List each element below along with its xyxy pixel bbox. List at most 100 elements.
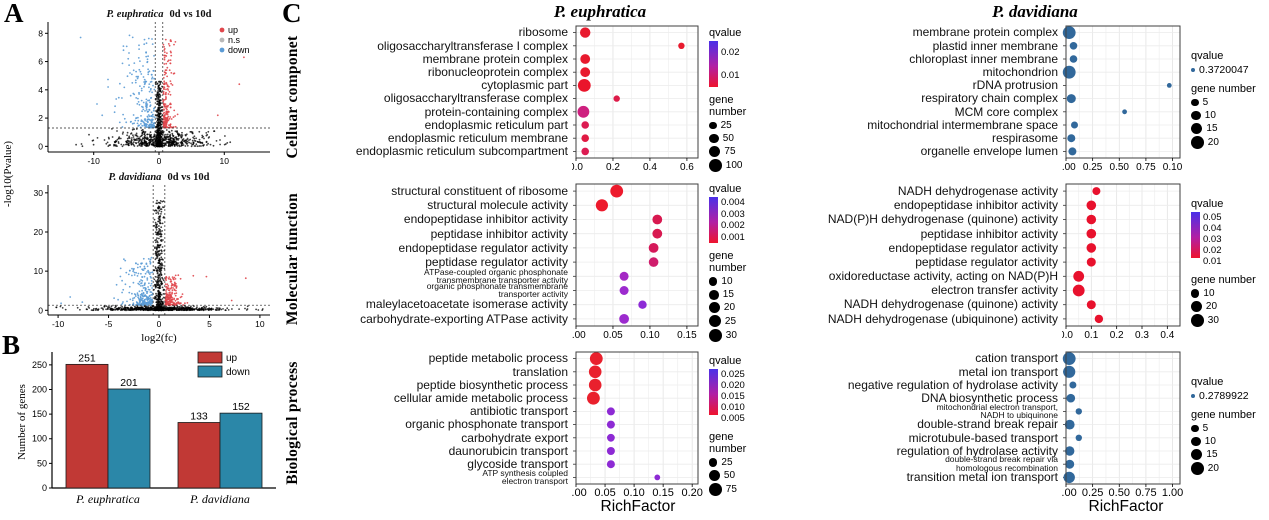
x-tick-label: 0.15 xyxy=(652,487,673,498)
go-term-label: antibiotic transport xyxy=(469,404,568,419)
size-dot xyxy=(1191,424,1199,433)
svg-text:4: 4 xyxy=(38,85,43,95)
gene-number-legend-title: gene number xyxy=(709,93,747,118)
go-term-label: double-strand break repair xyxy=(917,417,1058,432)
panel-a-label: A xyxy=(4,0,24,28)
go-term-label: endopeptidase regulator activity xyxy=(888,240,1058,255)
bar-up-0 xyxy=(65,363,109,489)
bar-chart-gene-counts: 0 50 100 150 200 250 251 201 P. euphratica 133 152… xyxy=(32,351,276,506)
go-term-label: ribonucleoprotein complex xyxy=(427,65,568,80)
bar-value-label: 152 xyxy=(232,401,250,413)
qvalue-tick-label: 0.025 xyxy=(721,369,745,381)
go-term-label: organic phosphonate transmembrane transpo… xyxy=(426,280,568,300)
go-term-label: peptidase regulator activity xyxy=(915,254,1058,269)
go-term-label: organic phosphonate transport xyxy=(405,417,568,432)
size-dot xyxy=(709,277,718,286)
qvalue-tick-label: 0.015 xyxy=(721,391,745,403)
qvalue-legend-title: qvalue xyxy=(709,26,742,39)
go-term-label: ATPase-coupled organic phosphonate transm… xyxy=(424,266,568,286)
x-tick-label: 0.4 xyxy=(1160,330,1174,340)
x-tick-label: 0.20 xyxy=(681,487,702,498)
go-term-label: mitochondrial intermembrane space xyxy=(867,117,1058,132)
dotplot-mf-euphratica: structural constituent of ribosome struct… xyxy=(300,180,764,342)
x-tick-label: 0.25 xyxy=(1082,487,1103,498)
go-term-label: membrane protein complex xyxy=(422,51,568,66)
gene-number-legend-item: 30 xyxy=(1191,314,1268,327)
up-points xyxy=(162,38,245,129)
bar-value-label: 133 xyxy=(190,410,208,422)
svg-text:20: 20 xyxy=(34,227,44,237)
go-term-column: cation transport metal ion transport negat… xyxy=(772,348,1062,498)
legend-swatch-down xyxy=(197,365,223,378)
svg-text:200: 200 xyxy=(32,384,47,394)
gene-number-legend-item: 100 xyxy=(709,159,764,173)
qvalue-gradient-bar xyxy=(1191,212,1200,259)
legend-label: up xyxy=(226,353,238,364)
svg-text:100: 100 xyxy=(32,434,47,444)
qvalue-tick-label: 0.005 xyxy=(721,413,745,425)
gene-number-legend-item: 15 xyxy=(1191,122,1268,135)
go-term-label: negative regulation of hydrolase activit… xyxy=(847,377,1058,392)
go-term-label: chloroplast inner membrane xyxy=(909,51,1058,66)
qvalue-gradient-bar xyxy=(709,197,718,244)
size-dot xyxy=(709,458,718,467)
svg-text:10: 10 xyxy=(220,156,230,166)
qvalue-legend-title: qvalue xyxy=(1191,49,1224,62)
go-term-label: cytoplasmic part xyxy=(481,78,568,93)
dot-points xyxy=(577,27,685,156)
ns-points xyxy=(55,199,264,312)
qvalue-tick-label: 0.001 xyxy=(721,231,745,243)
svg-text:250: 250 xyxy=(32,360,47,370)
go-term-column: structural constituent of ribosome struct… xyxy=(300,180,572,340)
plot-title: P. euphratica 0d vs 10d xyxy=(107,9,212,20)
dotplot-mf-davidiana: NADH dehydrogenase activity endopeptidase… xyxy=(772,180,1268,340)
svg-text:6: 6 xyxy=(38,57,43,67)
plot-legend: qvalue 0.025 0.020 0.015 0.010 0.005 gene numb… xyxy=(704,348,764,498)
x-tick-label: 0.2 xyxy=(1110,330,1124,340)
dot-plot: 0.0 0.1 0.2 0.3 0.4 xyxy=(1062,183,1181,340)
qvalue-tick-label: 0.05 xyxy=(1203,212,1222,224)
gene-number-legend-item: 10 xyxy=(709,276,764,287)
gene-number-legend-item: 25 xyxy=(709,315,764,328)
svg-text:150: 150 xyxy=(32,409,47,419)
svg-text:10: 10 xyxy=(34,266,44,276)
go-term-column: peptide metabolic process translation pept… xyxy=(300,348,572,498)
qvalue-value: 0.2789922 xyxy=(1199,389,1249,402)
go-term-label: endopeptidase regulator activity xyxy=(398,240,568,255)
gene-number-legend-title: gene number xyxy=(1191,274,1256,287)
gene-number-legend-item: 20 xyxy=(1191,301,1268,312)
size-dot xyxy=(1191,110,1201,121)
go-term-label: NADH dehydrogenase (ubiquinone) activity xyxy=(827,311,1058,326)
bar-category-label: P. euphratica xyxy=(75,492,140,506)
plot-legend: qvalue 0.02 0.01 gene number 25 50 75 100 xyxy=(704,22,764,173)
size-dot xyxy=(709,329,722,342)
gene-number-legend-item: 10 xyxy=(1191,110,1268,121)
go-term-label: endoplasmic reticulum membrane xyxy=(387,130,568,145)
plot-legend: qvalue 0.004 0.003 0.002 0.001 gene number 10 1… xyxy=(704,180,764,342)
dot-plot: 0.00 0.05 0.10 0.15 xyxy=(572,183,699,340)
gene-number-legend-item: 10 xyxy=(1191,288,1268,299)
legend-marker-down xyxy=(219,47,225,53)
qvalue-tick-label: 0.01 xyxy=(721,69,740,81)
svg-text:0: 0 xyxy=(38,141,43,151)
svg-text:50: 50 xyxy=(37,458,47,468)
dot-plot: 0.0 0.2 0.4 0.6 xyxy=(572,25,699,172)
svg-text:-10: -10 xyxy=(88,156,101,166)
x-tick-label: 0.10 xyxy=(623,487,644,498)
plot-legend: qvalue 0.05 0.04 0.03 0.02 0.01 gene number 10 2… xyxy=(1186,180,1268,340)
bar-value-label: 201 xyxy=(120,377,138,389)
gene-number-legend-title: gene number xyxy=(1191,82,1256,95)
size-dot xyxy=(1191,448,1203,461)
qvalue-legend-title: qvalue xyxy=(709,183,742,196)
go-term-label: peptidase inhibitor activity xyxy=(430,226,568,241)
size-dot xyxy=(1191,301,1202,313)
qvalue-gradient-bar xyxy=(709,369,718,416)
size-dot xyxy=(1191,314,1204,327)
size-dot xyxy=(1191,122,1203,135)
legend-marker-up xyxy=(219,27,225,33)
size-dot xyxy=(1191,136,1204,150)
size-dot xyxy=(709,121,717,130)
gene-number-legend-item: 75 xyxy=(709,483,764,496)
size-dot xyxy=(709,133,719,144)
